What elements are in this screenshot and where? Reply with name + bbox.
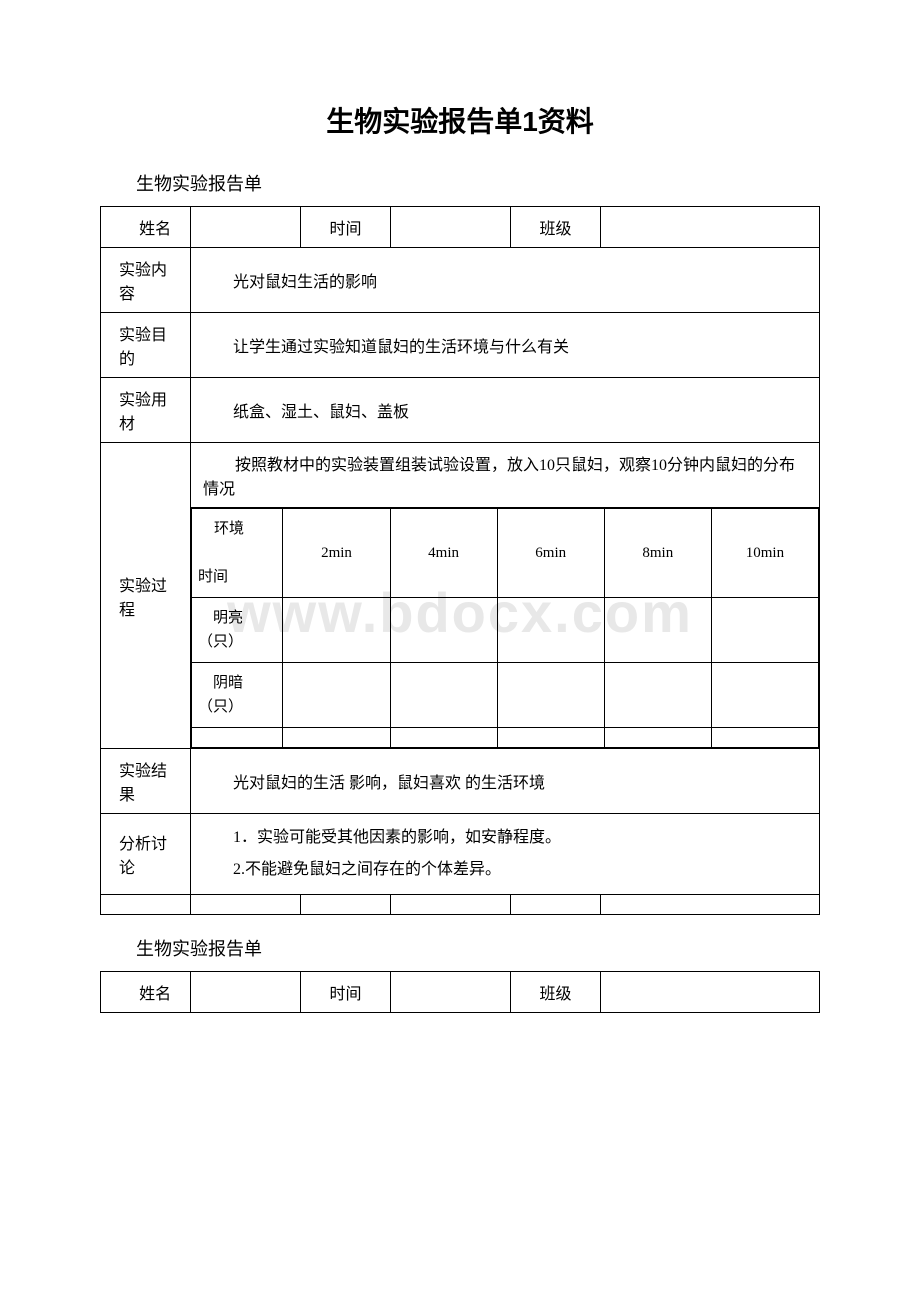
empty-cell: [191, 895, 301, 915]
time-value: [391, 207, 511, 248]
empty-cell: [301, 895, 391, 915]
dark-8min: [604, 663, 711, 728]
bright-8min: [604, 598, 711, 663]
name-value-2: [191, 972, 301, 1013]
empty-cell: [604, 728, 711, 748]
class-value-2: [601, 972, 820, 1013]
result-row: 实验结果 光对鼠妇的生活 影响，鼠妇喜欢 的生活环境: [101, 749, 820, 814]
name-label-2: 姓名: [101, 972, 191, 1013]
content-row: 实验内容 光对鼠妇生活的影响: [101, 248, 820, 313]
content-label: 实验内容: [101, 248, 191, 313]
analysis-row: 分析讨论 1．实验可能受其他因素的影响，如安静程度。 2.不能避免鼠妇之间存在的…: [101, 814, 820, 895]
materials-row: 实验用材 纸盒、湿土、鼠妇、盖板: [101, 378, 820, 443]
header-row-2: 姓名 时间 班级: [101, 972, 820, 1013]
header-row: 姓名 时间 班级: [101, 207, 820, 248]
materials-label: 实验用材: [101, 378, 191, 443]
content-value: 光对鼠妇生活的影响: [191, 248, 820, 313]
dark-label: 阴暗（只）: [192, 663, 283, 728]
bright-6min: [497, 598, 604, 663]
empty-cell: [497, 728, 604, 748]
env-time-header: 环境 时间: [192, 509, 283, 598]
dark-4min: [390, 663, 497, 728]
experiment-table-1: 姓名 时间 班级 实验内容 光对鼠妇生活的影响 实验目的 让学生通过实验知道鼠妇…: [100, 206, 820, 915]
dark-row: 阴暗（只）: [192, 663, 819, 728]
materials-value: 纸盒、湿土、鼠妇、盖板: [191, 378, 820, 443]
bright-2min: [283, 598, 390, 663]
analysis-line1: 1．实验可能受其他因素的影响，如安静程度。: [201, 822, 809, 854]
name-label: 姓名: [101, 207, 191, 248]
empty-cell: [101, 895, 191, 915]
empty-cell: [601, 895, 820, 915]
col-10min: 10min: [711, 509, 818, 598]
obs-header-row: 环境 时间 2min 4min 6min 8min 10min: [192, 509, 819, 598]
analysis-label: 分析讨论: [101, 814, 191, 895]
analysis-value: 1．实验可能受其他因素的影响，如安静程度。 2.不能避免鼠妇之间存在的个体差异。: [191, 814, 820, 895]
process-label: 实验过程: [101, 443, 191, 749]
time-label: 时间: [301, 207, 391, 248]
time-label-2: 时间: [301, 972, 391, 1013]
empty-cell: [192, 728, 283, 748]
class-label-2: 班级: [511, 972, 601, 1013]
bright-label: 明亮（只）: [192, 598, 283, 663]
bottom-empty-row: [101, 895, 820, 915]
class-value: [601, 207, 820, 248]
dark-2min: [283, 663, 390, 728]
dark-6min: [497, 663, 604, 728]
process-row: 实验过程 按照教材中的实验装置组装试验设置，放入10只鼠妇，观察10分钟内鼠妇的…: [101, 443, 820, 749]
dark-10min: [711, 663, 818, 728]
col-6min: 6min: [497, 509, 604, 598]
analysis-line2: 2.不能避免鼠妇之间存在的个体差异。: [201, 854, 809, 886]
time-value-2: [391, 972, 511, 1013]
objective-row: 实验目的 让学生通过实验知道鼠妇的生活环境与什么有关: [101, 313, 820, 378]
empty-cell: [283, 728, 390, 748]
process-content: 按照教材中的实验装置组装试验设置，放入10只鼠妇，观察10分钟内鼠妇的分布情况 …: [191, 443, 820, 749]
section1-heading: 生物实验报告单: [100, 170, 820, 196]
empty-cell: [390, 728, 497, 748]
bright-4min: [390, 598, 497, 663]
bright-row: 明亮（只）: [192, 598, 819, 663]
page-title: 生物实验报告单1资料: [100, 100, 820, 140]
objective-value: 让学生通过实验知道鼠妇的生活环境与什么有关: [191, 313, 820, 378]
result-label: 实验结果: [101, 749, 191, 814]
bright-10min: [711, 598, 818, 663]
empty-cell: [711, 728, 818, 748]
experiment-table-2: 姓名 时间 班级: [100, 971, 820, 1013]
empty-cell: [391, 895, 511, 915]
class-label: 班级: [511, 207, 601, 248]
section2-heading: 生物实验报告单: [100, 935, 820, 961]
col-8min: 8min: [604, 509, 711, 598]
empty-cell: [511, 895, 601, 915]
obs-empty-row: [192, 728, 819, 748]
col-2min: 2min: [283, 509, 390, 598]
result-value: 光对鼠妇的生活 影响，鼠妇喜欢 的生活环境: [191, 749, 820, 814]
name-value: [191, 207, 301, 248]
objective-label: 实验目的: [101, 313, 191, 378]
observation-table: 环境 时间 2min 4min 6min 8min 10min 明亮（只）: [191, 508, 819, 748]
col-4min: 4min: [390, 509, 497, 598]
process-intro: 按照教材中的实验装置组装试验设置，放入10只鼠妇，观察10分钟内鼠妇的分布情况: [191, 443, 819, 508]
